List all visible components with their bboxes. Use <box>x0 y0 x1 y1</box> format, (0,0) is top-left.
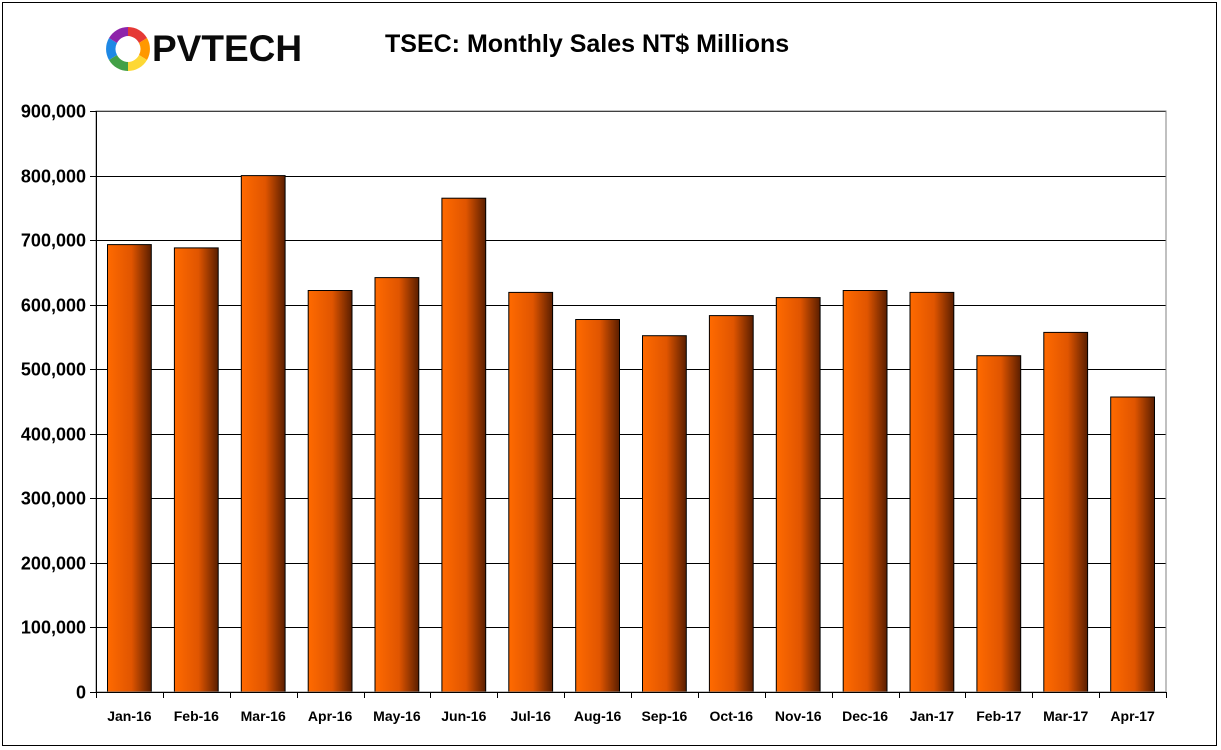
bar-sep-16 <box>642 335 687 693</box>
x-tick-label: Oct-16 <box>710 708 754 724</box>
bar-dec-16 <box>842 290 888 693</box>
x-tick-label: Jan-16 <box>107 708 152 724</box>
bar-feb-16 <box>173 247 219 693</box>
x-tick-label: Jul-16 <box>510 708 551 724</box>
bar-may-16 <box>374 277 420 693</box>
y-tick-label: 400,000 <box>21 425 86 445</box>
y-tick-label: 800,000 <box>21 167 86 187</box>
x-tick-labels: Jan-16 Feb-16 Mar-16 Apr-16 May-16 Jun-16 Jul-… <box>107 708 1155 724</box>
y-tick-label: 300,000 <box>21 489 86 509</box>
y-tick-labels: 0 100,000 200,000 300,000 400,000 500,000 600,… <box>21 102 86 703</box>
bar-apr-16 <box>307 290 353 693</box>
bar-apr-17 <box>1110 396 1155 693</box>
bar-mar-16 <box>240 175 286 693</box>
pvtech-logo: PVTECH <box>100 18 330 80</box>
bar-mar-17 <box>1043 331 1089 693</box>
pvtech-logo-mark-icon <box>106 27 150 71</box>
y-tick-label: 900,000 <box>21 102 86 122</box>
y-tick-label: 700,000 <box>21 231 86 251</box>
axes <box>90 110 1167 698</box>
bar-jan-17 <box>909 291 955 693</box>
chart-title: TSEC: Monthly Sales NT$ Millions <box>385 30 790 58</box>
x-tick-label: Feb-17 <box>976 708 1021 724</box>
x-tick-label: Apr-16 <box>308 708 353 724</box>
x-tick-label: Mar-17 <box>1043 708 1088 724</box>
x-tick-label: Dec-16 <box>842 708 888 724</box>
x-tick-label: Nov-16 <box>775 708 822 724</box>
x-tick-label: Feb-16 <box>174 708 219 724</box>
y-tick-label: 500,000 <box>21 360 86 380</box>
x-tick-label: Jan-17 <box>910 708 955 724</box>
y-tick-label: 200,000 <box>21 554 86 574</box>
bar-aug-16 <box>575 319 621 693</box>
y-tick-label: 0 <box>76 683 86 703</box>
logo-brand-text: PVTECH <box>152 28 303 69</box>
bars <box>107 175 1155 693</box>
x-tick-label: Sep-16 <box>641 708 687 724</box>
bar-oct-16 <box>708 315 754 693</box>
bar-nov-16 <box>775 297 821 693</box>
x-tick-label: Jun-16 <box>441 708 486 724</box>
bar-jan-16 <box>107 244 152 693</box>
x-tick-label: May-16 <box>373 708 421 724</box>
x-tick-label: Mar-16 <box>241 708 286 724</box>
bar-jun-16 <box>441 197 487 693</box>
bar-feb-17 <box>976 355 1022 693</box>
x-tick-label: Aug-16 <box>574 708 622 724</box>
y-tick-label: 600,000 <box>21 296 86 316</box>
x-tick-label: Apr-17 <box>1110 708 1155 724</box>
y-tick-label: 100,000 <box>21 618 86 638</box>
bar-jul-16 <box>508 291 554 693</box>
